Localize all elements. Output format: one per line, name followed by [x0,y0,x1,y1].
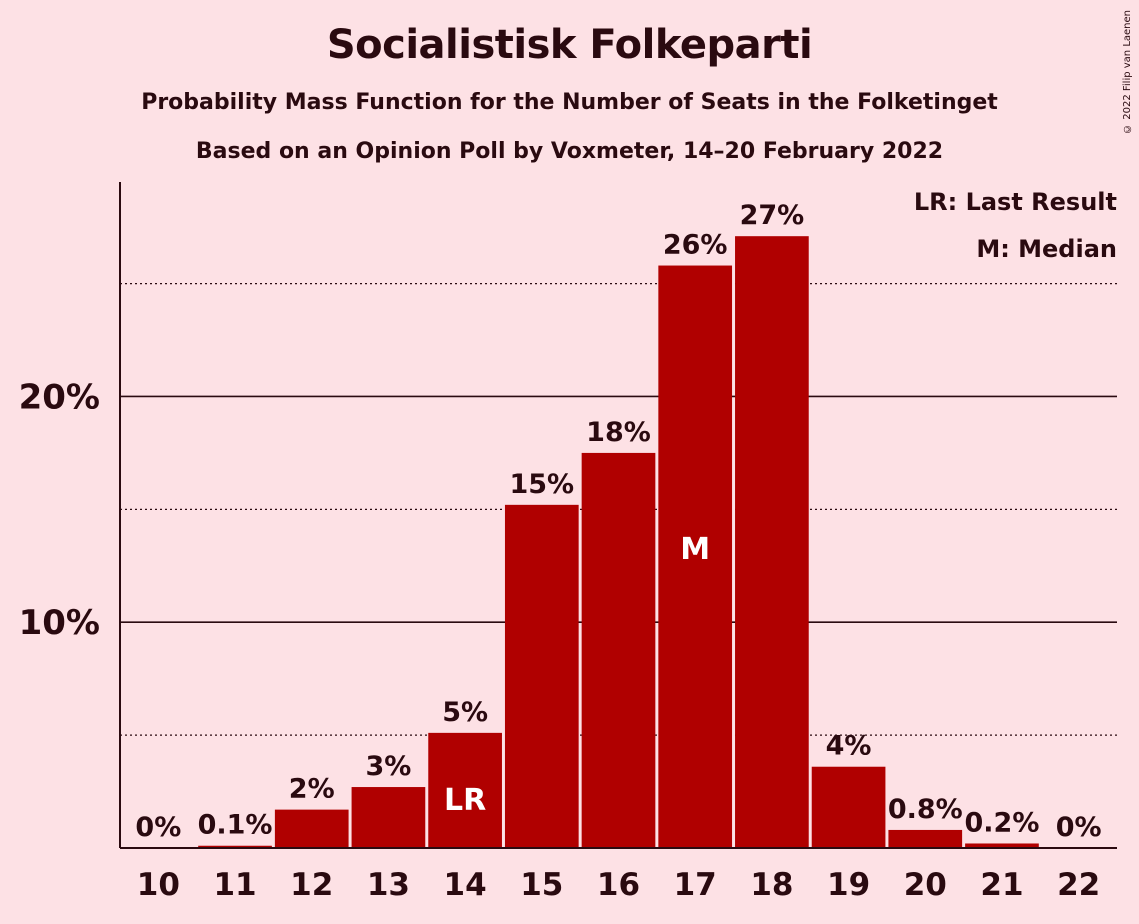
x-tick-label: 17 [674,867,717,903]
x-tick-label: 12 [290,867,333,903]
chart-subtitle: Probability Mass Function for the Number… [141,90,998,115]
bar [504,504,579,848]
data-label: 26% [663,230,728,261]
axes: 10% 20% 10 11 12 13 14 15 16 17 18 19 20 21 22 [19,182,1117,903]
x-tick-label: 14 [444,867,487,903]
data-label: 18% [586,417,651,448]
x-tick-label: 13 [367,867,410,903]
chart-source-note: Based on an Opinion Poll by Voxmeter, 14… [195,139,944,164]
bar [965,843,1039,848]
last-result-marker: LR [444,783,486,818]
x-tick-label: 16 [597,867,640,903]
y-tick-label: 20% [19,377,100,417]
y-tick-label: 10% [19,603,100,643]
data-label: 0.1% [198,810,273,841]
x-tick-label: 15 [520,867,563,903]
data-label: 0% [1056,812,1102,843]
data-label: 0.8% [888,794,963,825]
data-label: 15% [509,469,574,500]
data-labels: 0% 0.1% 2% 3% 5% 15% 18% 26% 27% 4% 0.8% 0.2% 0% LR M [135,200,1101,843]
bar [735,236,809,848]
data-label: 0.2% [965,807,1040,838]
bar [811,766,886,848]
data-label: 5% [442,697,488,728]
bars [198,236,1039,848]
data-label: 2% [289,774,335,805]
bar [428,732,502,848]
x-tick-label: 20 [904,867,947,903]
bar [581,452,656,848]
x-tick-label: 19 [827,867,870,903]
x-tick-label: 10 [137,867,180,903]
x-tick-label: 11 [213,867,256,903]
x-tick-label: 21 [980,867,1023,903]
x-tick-label: 18 [750,867,793,903]
legend-median: M: Median [976,235,1117,263]
data-label: 4% [826,731,872,762]
median-marker: M [680,532,710,567]
data-label: 0% [135,812,181,843]
bar [351,787,426,848]
data-label: 27% [740,200,805,231]
x-tick-label: 22 [1057,867,1100,903]
chart-title: Socialistisk Folkeparti [326,22,813,68]
legend-last-result: LR: Last Result [914,188,1117,216]
bar [198,845,272,848]
bar [274,809,349,848]
data-label: 3% [366,751,412,782]
bar [658,265,733,848]
bar [888,829,963,848]
